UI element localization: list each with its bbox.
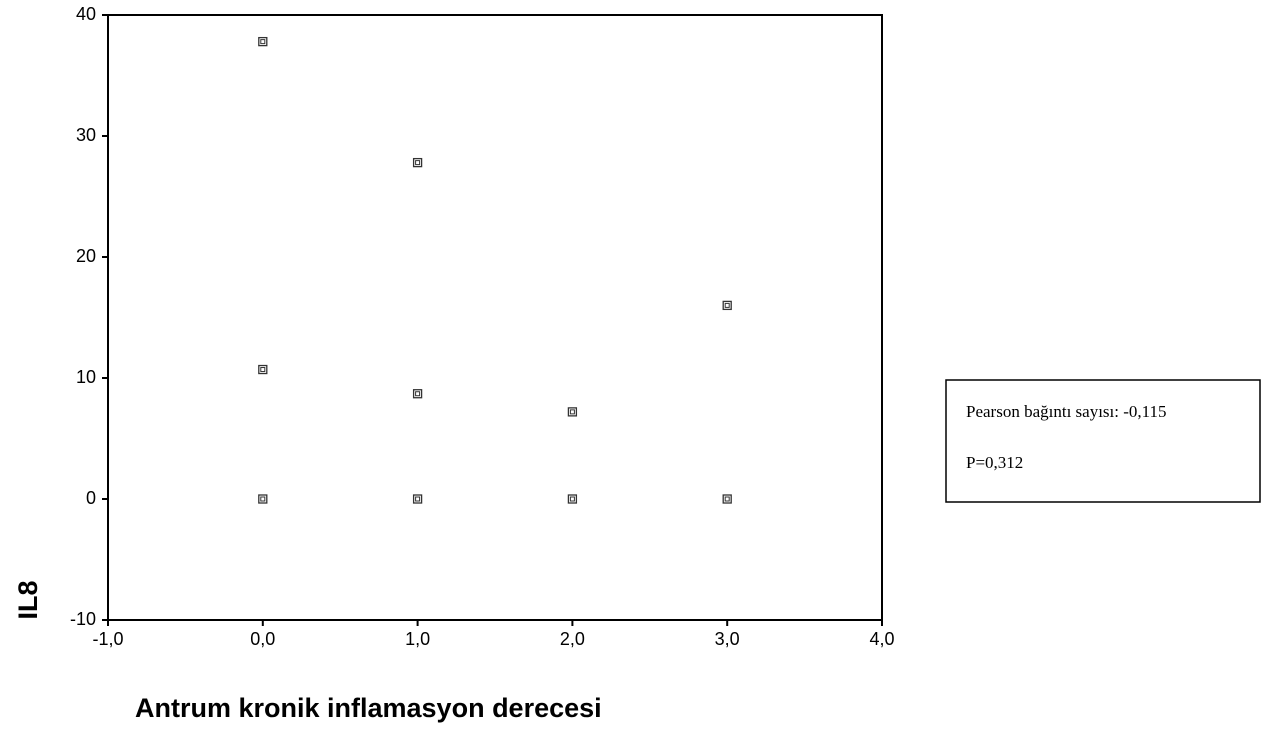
point [412, 494, 423, 504]
y-axis-label: IL8 [13, 580, 43, 619]
x-tick-label: -1,0 [92, 629, 123, 649]
point [722, 494, 732, 504]
y-tick-label: 0 [86, 488, 96, 508]
annotation: Pearson bağıntı sayısı: -0,115 [966, 402, 1167, 421]
annotation-box [945, 379, 1261, 503]
plot-frame [107, 14, 883, 621]
x-tick-label: 4,0 [869, 629, 894, 649]
y-tick-label: 10 [76, 367, 96, 387]
point [258, 364, 268, 375]
point [567, 407, 578, 417]
point [412, 389, 423, 399]
point [258, 494, 268, 504]
point [567, 494, 578, 504]
y-tick-label: 20 [76, 246, 96, 266]
y-tick-label: 30 [76, 125, 96, 145]
x-tick-label: 2,0 [560, 629, 585, 649]
y-tick-label: -10 [70, 609, 96, 629]
x-tick-label: 1,0 [405, 629, 430, 649]
x-axis-label: Antrum kronik inflamasyon derecesi [135, 693, 602, 723]
x-tick-label: 3,0 [715, 629, 740, 649]
point [258, 36, 268, 47]
point [412, 157, 423, 168]
annotation: P=0,312 [966, 453, 1023, 472]
point [722, 300, 732, 311]
y-tick-label: 40 [76, 4, 96, 24]
x-tick-label: 0,0 [250, 629, 275, 649]
